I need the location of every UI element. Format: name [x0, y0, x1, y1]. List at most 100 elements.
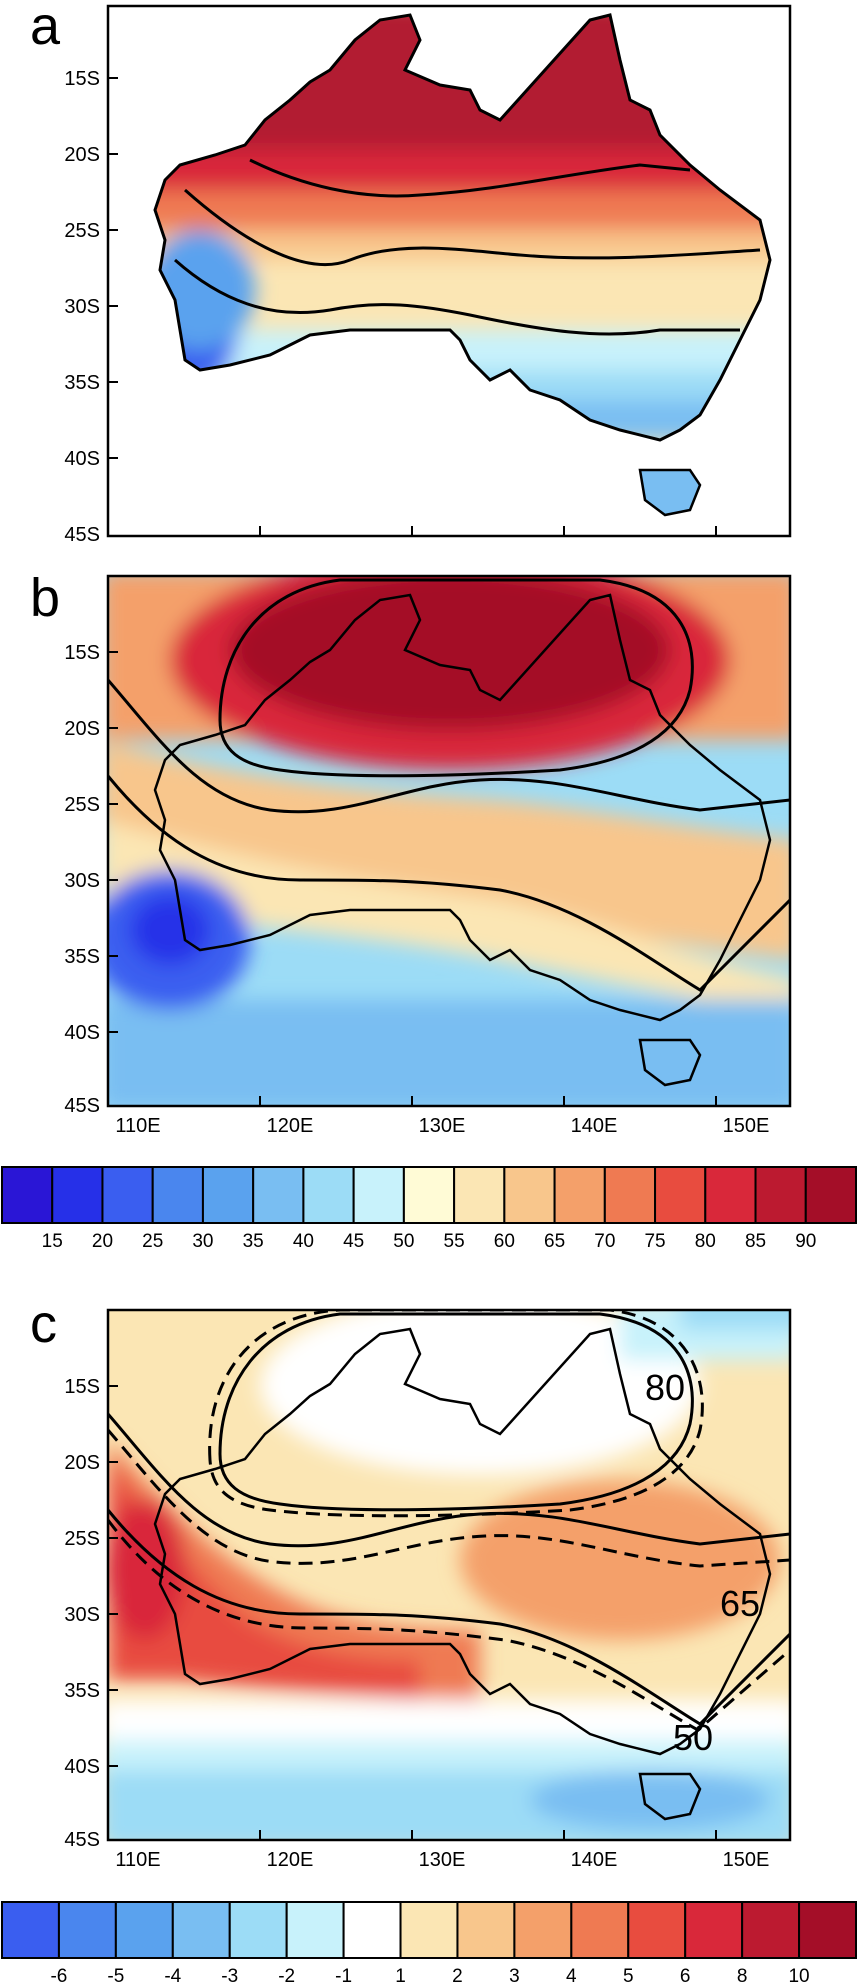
- lat-label-c-40: 40S: [64, 1756, 100, 1778]
- lon-label-b-110: 110E: [115, 1115, 160, 1137]
- panel-a-frame: [106, 4, 792, 538]
- colorbar-1-swatch: [151, 1166, 204, 1224]
- lon-label-b-120: 120E: [267, 1115, 314, 1137]
- colorbar-1-label: 15: [42, 1231, 63, 1252]
- colorbar-1-label: 85: [745, 1231, 766, 1252]
- lon-label-b-150: 150E: [723, 1115, 770, 1137]
- lat-label-b-35: 35S: [64, 946, 100, 968]
- lat-label-c-15: 15S: [64, 1376, 100, 1398]
- colorbar-2-label: 6: [680, 1966, 691, 1987]
- colorbar-2-swatch: [627, 1901, 687, 1959]
- colorbar-1: 15 20 25 30 35 40 45 50 55 60 65 70 75 80 85 90: [1, 1166, 858, 1252]
- colorbar-1-swatch: [754, 1166, 807, 1224]
- panel-c-field: 80 65 50: [108, 1310, 790, 1840]
- lat-label-b-40: 40S: [64, 1022, 100, 1044]
- colorbar-1-swatch: [804, 1166, 858, 1224]
- lon-label-b-130: 130E: [419, 1115, 466, 1137]
- contour-c-dashed-lower: [108, 1519, 790, 1732]
- colorbar-1-label: 35: [243, 1231, 264, 1252]
- lon-label-c-120: 120E: [267, 1849, 314, 1871]
- colorbar-2-swatch: [399, 1901, 459, 1959]
- lat-label-b-25: 25S: [64, 794, 100, 816]
- colorbar-2-swatch: [684, 1901, 744, 1959]
- colorbar-2-label: -4: [164, 1966, 181, 1987]
- colorbar-1-swatch: [704, 1166, 757, 1224]
- colorbar-2-swatch: [342, 1901, 402, 1959]
- colorbar-2-label: -6: [50, 1966, 67, 1987]
- tasmania-b: [638, 1038, 702, 1087]
- colorbar-1-swatch: [252, 1166, 305, 1224]
- lat-label-a-15: 15S: [64, 68, 100, 90]
- tasmania-c: [638, 1772, 702, 1821]
- colorbar-1-swatch: [553, 1166, 606, 1224]
- colorbar-1-swatch: [352, 1166, 405, 1224]
- colorbar-1-label: 20: [92, 1231, 113, 1252]
- lat-label-c-20: 20S: [64, 1452, 100, 1474]
- colorbar-1-label: 25: [142, 1231, 163, 1252]
- lon-label-b-140: 140E: [571, 1115, 618, 1137]
- colorbar-1-swatch: [402, 1166, 456, 1224]
- contour-b-lower: [108, 775, 790, 992]
- lat-label-a-35: 35S: [64, 372, 100, 394]
- contour-a-upper: [249, 158, 691, 198]
- panel-b-lon-ticks: 110E 120E 130E 140E 150E: [115, 1096, 769, 1137]
- colorbar-2-label: 4: [566, 1966, 577, 1987]
- panel-b: b 15: [30, 568, 792, 1137]
- colorbar-2-label: 3: [509, 1966, 520, 1987]
- lon-label-c-110: 110E: [115, 1849, 160, 1871]
- coastline-a: [153, 13, 772, 442]
- panel-a: a: [30, 0, 792, 546]
- contour-c-dashed-middle: [108, 1429, 790, 1568]
- lon-label-c-150: 150E: [723, 1849, 770, 1871]
- panel-b-field: [108, 576, 790, 1106]
- contour-c-solid-inner: [218, 1312, 694, 1512]
- colorbar-1-label: 70: [594, 1231, 615, 1252]
- colorbar-1-label: 65: [544, 1231, 565, 1252]
- colorbar-2-label: -5: [107, 1966, 124, 1987]
- colorbar-1-label: 50: [393, 1231, 414, 1252]
- colorbar-2-label: -3: [221, 1966, 238, 1987]
- lat-label-a-30: 30S: [64, 296, 100, 318]
- lon-label-c-130: 130E: [419, 1849, 466, 1871]
- lat-label-b-45: 45S: [64, 1095, 100, 1117]
- contour-label-80: 80: [645, 1367, 685, 1408]
- lon-label-c-140: 140E: [571, 1849, 618, 1871]
- panel-letter-a: a: [30, 0, 61, 56]
- colorbar-2-swatch: [741, 1901, 801, 1959]
- lat-label-b-15: 15S: [64, 642, 100, 664]
- colorbar-1-swatch: [1, 1166, 54, 1224]
- contour-a-lower: [174, 258, 740, 336]
- colorbar-2-swatch: [228, 1901, 288, 1959]
- lat-label-c-25: 25S: [64, 1528, 100, 1550]
- colorbar-1-label: 45: [343, 1231, 364, 1252]
- lat-label-a-20: 20S: [64, 144, 100, 166]
- panel-b-frame: [106, 574, 792, 1108]
- contour-a-middle: [184, 188, 761, 266]
- colorbar-1-swatch: [101, 1166, 154, 1224]
- colorbar-1-label: 80: [695, 1231, 716, 1252]
- colorbar-2-swatch: [114, 1901, 174, 1959]
- contour-b-inner: [218, 578, 694, 778]
- colorbar-2-label: -2: [278, 1966, 295, 1987]
- colorbar-2: -6 -5 -4 -3 -2 -1 1 2 3 4 5 6 8 10: [1, 1901, 857, 1987]
- lat-label-b-20: 20S: [64, 718, 100, 740]
- coastline-b: [153, 593, 772, 1022]
- colorbar-2-swatch: [798, 1901, 857, 1959]
- colorbar-1-swatch: [302, 1166, 355, 1224]
- lat-label-a-40: 40S: [64, 448, 100, 470]
- lat-label-a-25: 25S: [64, 220, 100, 242]
- colorbar-2-swatch: [171, 1901, 231, 1959]
- contour-label-65: 65: [720, 1583, 760, 1624]
- colorbar-1-swatch: [201, 1166, 255, 1224]
- colorbar-2-swatch: [57, 1901, 117, 1959]
- contour-c-solid-lower: [108, 1509, 790, 1726]
- colorbar-1-label: 75: [644, 1231, 665, 1252]
- colorbar-1-label: 60: [494, 1231, 515, 1252]
- colorbar-2-label: -1: [335, 1966, 352, 1987]
- colorbar-1-swatch: [603, 1166, 657, 1224]
- contour-c-dashed-inner: [208, 1310, 704, 1518]
- colorbar-2-label: 5: [623, 1966, 634, 1987]
- panel-c-frame: [106, 1308, 792, 1842]
- contour-c-solid-middle: [108, 1413, 790, 1548]
